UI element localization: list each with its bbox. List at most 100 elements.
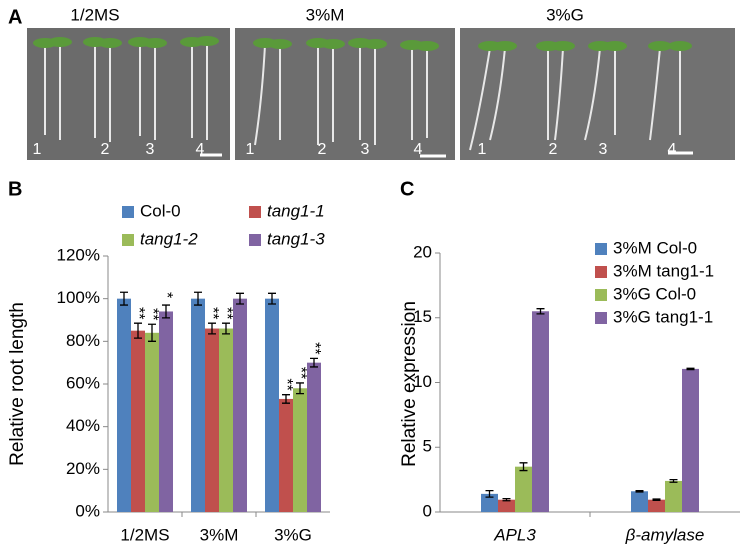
y-tick-label: 10 — [413, 372, 432, 391]
legend-swatch — [595, 266, 607, 278]
legend-swatch — [122, 206, 134, 218]
lane-label: 3 — [146, 141, 155, 158]
significance-marker: ** — [144, 308, 161, 320]
panel-label: B — [8, 178, 22, 200]
lane-label: 2 — [101, 141, 110, 158]
bar — [131, 330, 145, 512]
bar — [293, 388, 307, 512]
bar — [159, 311, 173, 512]
bar — [191, 298, 205, 512]
error-bar — [310, 357, 318, 368]
x-tick-label: 1/2MS — [120, 525, 169, 544]
bar — [117, 298, 131, 512]
y-tick-label: 15 — [413, 307, 432, 326]
y-tick-label: 0 — [423, 501, 432, 520]
error-bar — [268, 292, 276, 305]
bar — [481, 493, 498, 512]
bar — [205, 328, 219, 512]
error-bar — [222, 322, 230, 335]
photos — [27, 28, 735, 160]
legend-label: 3%G tang1-1 — [613, 307, 713, 326]
photo-title: 3%M — [306, 5, 345, 24]
bar — [682, 368, 699, 512]
legend-label: 3%M tang1-1 — [613, 261, 714, 280]
legend-label: tang1-1 — [267, 201, 325, 220]
bar — [307, 362, 321, 512]
error-bar — [208, 322, 216, 335]
y-tick-label: 20 — [413, 242, 432, 261]
lane-label: 1 — [478, 141, 487, 158]
legend-swatch — [595, 289, 607, 301]
legend-swatch — [249, 206, 261, 218]
photo-title: 3%G — [546, 5, 584, 24]
error-bar — [296, 382, 304, 395]
bar — [532, 311, 549, 512]
error-bar — [134, 322, 142, 339]
bar — [515, 466, 532, 512]
y-tick-label: 0% — [75, 501, 100, 520]
lane-label: 3 — [599, 141, 608, 158]
lane-label: 4 — [668, 141, 677, 158]
photo — [235, 28, 455, 160]
legend-swatch — [249, 234, 261, 246]
y-tick-label: 20% — [66, 459, 100, 478]
legend-label: 3%G Col-0 — [613, 284, 696, 303]
legend-swatch — [595, 243, 607, 255]
bar — [233, 298, 247, 512]
lane-label: 4 — [414, 141, 423, 158]
lane-label: 2 — [549, 141, 558, 158]
bar — [219, 328, 233, 512]
error-bar — [502, 498, 511, 502]
error-bar — [635, 489, 644, 493]
error-bar — [120, 291, 128, 306]
x-tick-label: β-amylase — [625, 525, 705, 544]
error-bar — [519, 462, 528, 472]
legend-swatch — [122, 234, 134, 246]
legend-label: tang1-3 — [267, 229, 325, 248]
significance-marker: ** — [306, 342, 323, 354]
panel-label: A — [8, 6, 22, 28]
legend-label: tang1-2 — [140, 229, 198, 248]
y-tick-label: 100% — [57, 288, 100, 307]
error-bar — [236, 292, 244, 305]
x-tick-label: 3%M — [200, 525, 239, 544]
bar — [498, 499, 515, 512]
significance-marker: ** — [278, 378, 295, 390]
error-bar — [282, 394, 290, 404]
lane-label: 3 — [361, 141, 370, 158]
legend-label: 3%M Col-0 — [613, 238, 697, 257]
lane-label: 2 — [318, 141, 327, 158]
significance-marker: * — [158, 292, 175, 298]
x-tick-label: 3%G — [274, 525, 312, 544]
error-bar — [162, 304, 170, 319]
significance-marker: ** — [204, 307, 221, 319]
bar — [145, 332, 159, 512]
bar — [665, 480, 682, 512]
y-tick-label: 40% — [66, 416, 100, 435]
lane-label: 1 — [246, 141, 255, 158]
lane-label: 4 — [196, 141, 205, 158]
error-bar — [669, 478, 678, 483]
y-axis-label: Relative expression — [399, 301, 420, 467]
lane-label: 1 — [33, 141, 42, 158]
panel-label: C — [400, 178, 414, 200]
y-tick-label: 60% — [66, 373, 100, 392]
y-tick-label: 80% — [66, 331, 100, 350]
photo-title: 1/2MS — [70, 5, 119, 24]
photo — [27, 28, 230, 160]
bar — [279, 398, 293, 512]
y-axis-label: Relative root length — [7, 302, 28, 466]
error-bar — [485, 489, 494, 498]
significance-marker: ** — [218, 307, 235, 319]
bar — [631, 491, 648, 512]
significance-marker: ** — [292, 367, 309, 379]
error-bar — [536, 308, 545, 315]
error-bar — [652, 498, 661, 501]
legend-label: Col-0 — [140, 201, 181, 220]
significance-marker: ** — [130, 307, 147, 319]
bar — [265, 298, 279, 512]
error-bar — [194, 291, 202, 306]
y-tick-label: 120% — [57, 245, 100, 264]
error-bar — [686, 367, 695, 371]
